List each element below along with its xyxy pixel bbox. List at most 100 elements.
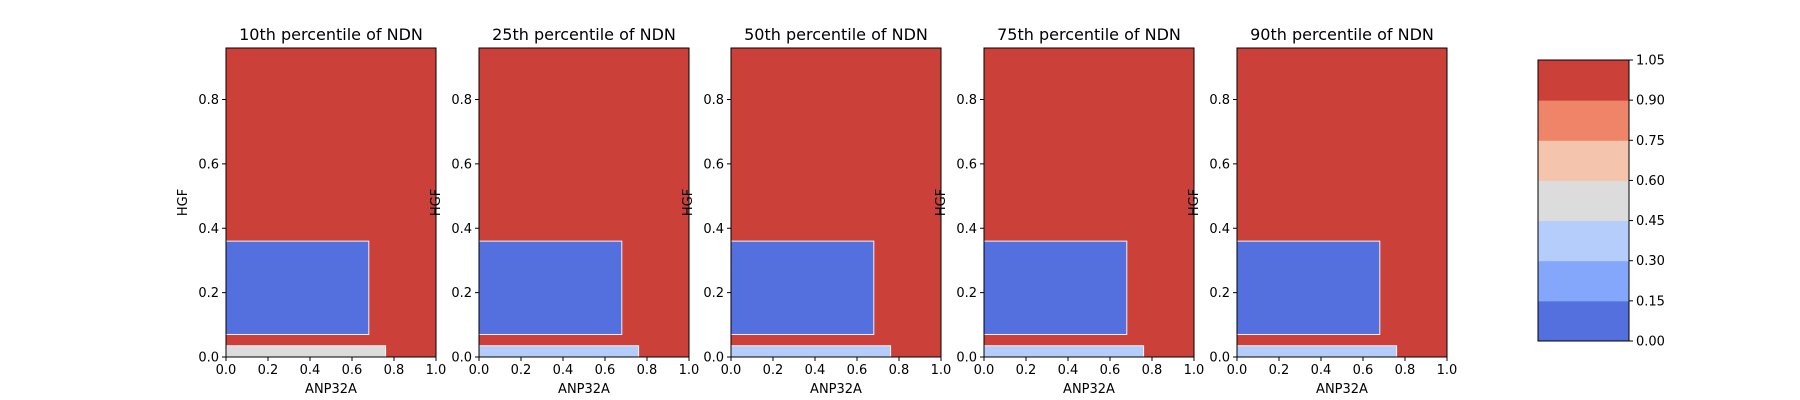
x-tick-label: 1.0	[1184, 363, 1205, 378]
x-tick-label: 0.2	[258, 363, 279, 378]
colorbar-tick-label: 0.60	[1636, 174, 1665, 189]
y-tick-label: 0.2	[451, 286, 472, 301]
contour-region-2	[478, 345, 640, 358]
colorbar-tick-label: 0.75	[1636, 134, 1665, 149]
x-tick-label: 0.6	[847, 363, 868, 378]
x-tick-label: 0.4	[1311, 363, 1332, 378]
colorbar-tick-label: 0.15	[1636, 294, 1665, 309]
contour-region-1	[1236, 240, 1381, 335]
axes-frame	[730, 47, 942, 358]
y-tick-label: 0.0	[956, 351, 977, 366]
y-tick-label: 0.0	[198, 351, 219, 366]
contour-region-2	[1236, 345, 1398, 358]
x-tick-label: 0.2	[1269, 363, 1290, 378]
y-axis-label: HGF	[934, 189, 949, 216]
colorbar: 0.00 0.15 0.30 0.45 0.60 0.75 0.90 1.05	[1537, 54, 1665, 350]
y-tick-label: 0.8	[703, 93, 724, 108]
y-tick-label: 0.6	[956, 157, 977, 172]
y-axis-label: HGF	[1187, 189, 1202, 216]
colorbar-level-2	[1538, 220, 1629, 262]
x-tick-label: 1.0	[679, 363, 700, 378]
y-axis-label: HGF	[176, 189, 191, 216]
y-tick-label: 0.8	[1209, 93, 1230, 108]
x-tick-label: 0.2	[1016, 363, 1037, 378]
x-tick-label: 0.2	[763, 363, 784, 378]
colorbar-level-3	[1538, 180, 1629, 222]
y-tick-label: 0.8	[198, 93, 219, 108]
x-tick-label: 0.0	[216, 363, 237, 378]
colorbar-level-4	[1538, 140, 1629, 181]
x-axis-label: ANP32A	[305, 382, 357, 397]
x-tick-label: 0.8	[889, 363, 910, 378]
colorbar-level-0	[1538, 300, 1629, 342]
contour-region-2	[983, 345, 1145, 358]
x-tick-label: 0.8	[1395, 363, 1416, 378]
y-tick-label: 0.4	[1209, 222, 1230, 237]
x-axis-label: ANP32A	[1063, 382, 1115, 397]
subplot-2: 0.0 0.2 0.4 0.6 0.8 1.0 0.0 0.2 0.4 0.6 0.8 25th pe…	[429, 25, 699, 397]
colorbar-level-6	[1538, 60, 1629, 101]
y-axis-label: HGF	[429, 189, 444, 216]
contour-region-1	[730, 240, 875, 335]
x-tick-label: 0.6	[1353, 363, 1374, 378]
colorbar-tick-label: 1.05	[1636, 54, 1665, 69]
subplot-5: 0.0 0.2 0.4 0.6 0.8 1.0 0.0 0.2 0.4 0.6 0.8 90th pe…	[1187, 25, 1457, 397]
axes-frame	[478, 47, 690, 358]
x-tick-label: 1.0	[426, 363, 447, 378]
y-tick-label: 0.6	[198, 157, 219, 172]
contour-region-1	[225, 240, 370, 335]
x-tick-label: 0.4	[1058, 363, 1079, 378]
contour-region-2	[730, 345, 892, 358]
x-tick-label: 0.4	[300, 363, 321, 378]
x-tick-label: 1.0	[931, 363, 952, 378]
y-tick-label: 0.8	[451, 93, 472, 108]
x-tick-label: 0.4	[553, 363, 574, 378]
y-tick-label: 0.6	[451, 157, 472, 172]
x-tick-label: 0.6	[595, 363, 616, 378]
x-tick-label: 0.0	[721, 363, 742, 378]
x-axis-label: ANP32A	[810, 382, 862, 397]
y-tick-label: 0.0	[451, 351, 472, 366]
x-tick-label: 0.2	[511, 363, 532, 378]
y-tick-label: 0.4	[198, 222, 219, 237]
contour-region-2	[225, 345, 387, 358]
y-tick-label: 0.4	[451, 222, 472, 237]
y-tick-label: 0.6	[1209, 157, 1230, 172]
x-axis-label: ANP32A	[558, 382, 610, 397]
x-tick-label: 0.0	[469, 363, 490, 378]
colorbar-tick-label: 0.30	[1636, 254, 1665, 269]
x-tick-label: 0.0	[1227, 363, 1248, 378]
colorbar-tick-label: 0.00	[1636, 335, 1665, 350]
x-tick-label: 0.8	[1142, 363, 1163, 378]
y-tick-label: 0.2	[703, 286, 724, 301]
y-tick-label: 0.2	[956, 286, 977, 301]
y-tick-label: 0.0	[703, 351, 724, 366]
axes-frame	[983, 47, 1195, 358]
subplot-4: 0.0 0.2 0.4 0.6 0.8 1.0 0.0 0.2 0.4 0.6 0.8 75th pe…	[934, 25, 1204, 397]
contour-region-1	[983, 240, 1128, 335]
subplot-title: 25th percentile of NDN	[492, 25, 676, 44]
axes-frame	[1236, 47, 1448, 358]
y-tick-label: 0.8	[956, 93, 977, 108]
contour-region-1	[478, 240, 623, 335]
x-tick-label: 0.6	[342, 363, 363, 378]
subplot-title: 75th percentile of NDN	[997, 25, 1181, 44]
y-tick-label: 0.0	[1209, 351, 1230, 366]
colorbar-tick-label: 0.45	[1636, 214, 1665, 229]
x-tick-label: 0.4	[805, 363, 826, 378]
x-tick-label: 1.0	[1437, 363, 1458, 378]
y-tick-label: 0.4	[703, 222, 724, 237]
x-tick-label: 0.6	[1100, 363, 1121, 378]
x-tick-label: 0.8	[637, 363, 658, 378]
subplot-1: 0.0 0.2 0.4 0.6 0.8 1.0 0.0 0.2 0.4 0.6 0.8 10th pe…	[176, 25, 446, 397]
colorbar-level-5	[1538, 100, 1629, 141]
axes-frame	[225, 47, 437, 358]
subplot-title: 90th percentile of NDN	[1250, 25, 1434, 44]
y-axis-label: HGF	[681, 189, 696, 216]
colorbar-level-1	[1538, 260, 1629, 302]
y-tick-label: 0.2	[1209, 286, 1230, 301]
x-tick-label: 0.0	[974, 363, 995, 378]
